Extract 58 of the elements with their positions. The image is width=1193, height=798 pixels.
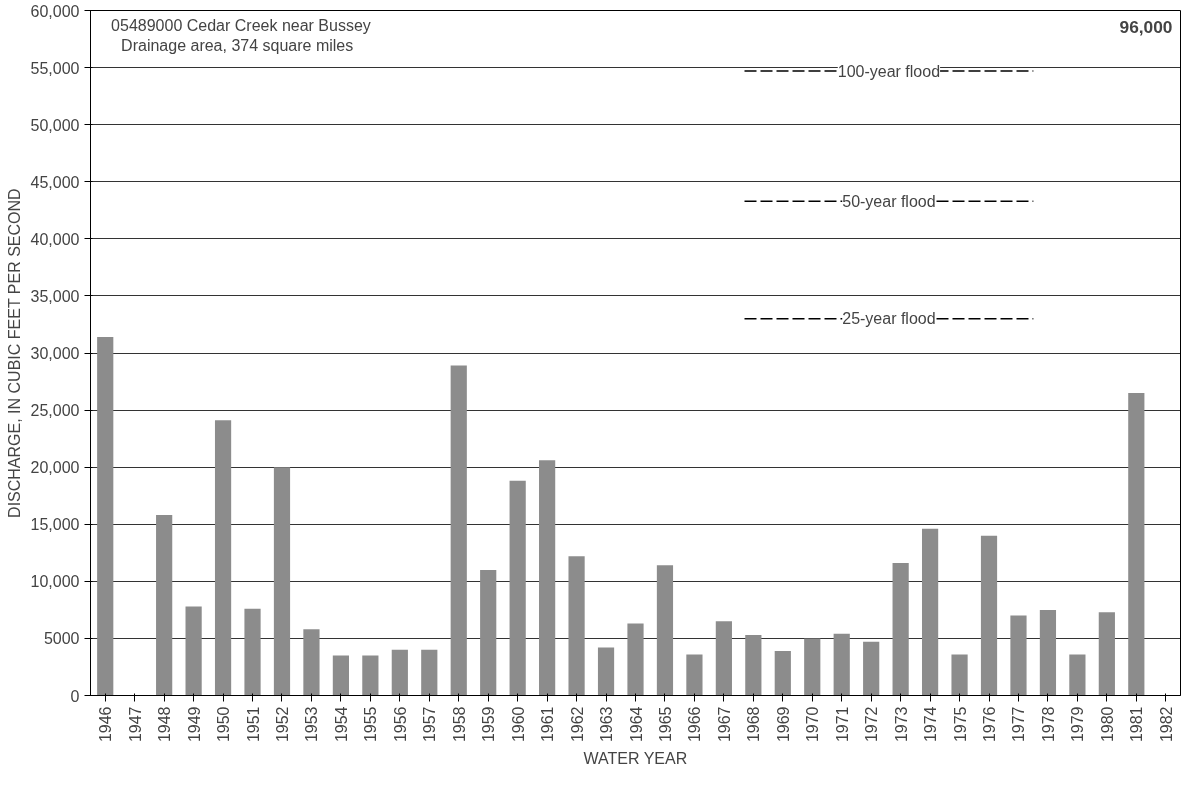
x-tick-label: 1961 bbox=[539, 706, 557, 743]
x-tick-label: 1955 bbox=[362, 706, 380, 743]
x-tick-label: 1950 bbox=[215, 706, 233, 743]
y-tick-label: 0 bbox=[70, 687, 80, 705]
y-tick-label: 45,000 bbox=[30, 173, 80, 191]
x-tick-label: 1980 bbox=[1098, 706, 1116, 743]
x-tick-label: 1954 bbox=[332, 706, 350, 743]
text: Drainage area, 374 square miles bbox=[121, 36, 354, 54]
x-tick-label: 1967 bbox=[715, 706, 733, 743]
ref-line-label: 100-year flood bbox=[837, 62, 941, 80]
x-tick-label: 1946 bbox=[97, 706, 115, 743]
x-tick-label: 1959 bbox=[480, 706, 498, 743]
x-tick-label: 1966 bbox=[686, 706, 704, 743]
x-tick-label: 1964 bbox=[627, 706, 645, 743]
x-tick-label: 1977 bbox=[1010, 706, 1028, 743]
x-tick-label: 1948 bbox=[156, 706, 174, 743]
x-tick-label: 1982 bbox=[1157, 706, 1175, 743]
x-tick-label: 1969 bbox=[774, 706, 792, 743]
y-tick-label: 55,000 bbox=[30, 59, 80, 77]
x-tick-label: 1962 bbox=[568, 706, 586, 743]
x-tick-label: 1972 bbox=[863, 706, 881, 743]
x-tick-label: 1970 bbox=[804, 706, 822, 743]
y-tick-label: 15,000 bbox=[30, 516, 80, 534]
x-tick-label: 1965 bbox=[656, 706, 674, 743]
x-tick-label: 1956 bbox=[391, 706, 409, 743]
y-tick-label: 30,000 bbox=[30, 345, 80, 362]
y-axis-title: DISCHARGE, IN CUBIC FEET PER SECOND bbox=[5, 188, 23, 518]
x-tick-label: 1957 bbox=[421, 706, 439, 743]
x-tick-label: 1952 bbox=[273, 706, 291, 743]
x-tick-label: 1947 bbox=[126, 706, 144, 743]
ref-line-label: 25-year flood bbox=[842, 310, 936, 328]
x-tick-label: 1971 bbox=[833, 706, 851, 743]
x-tick-label: 1958 bbox=[450, 706, 468, 743]
ref-line-label: 50-year flood bbox=[842, 192, 936, 210]
x-tick-label: 1953 bbox=[303, 706, 321, 743]
y-tick-label: 10,000 bbox=[30, 573, 80, 591]
x-tick-label: 1981 bbox=[1128, 706, 1146, 743]
y-tick-label: 60,000 bbox=[30, 2, 80, 20]
y-tick-label: 50,000 bbox=[30, 116, 80, 134]
x-tick-label: 1974 bbox=[922, 706, 940, 743]
y-tick-label: 25,000 bbox=[30, 402, 80, 420]
x-tick-label: 1973 bbox=[892, 706, 910, 743]
x-tick-label: 1975 bbox=[951, 706, 969, 743]
x-tick-label: 1960 bbox=[509, 706, 527, 743]
x-tick-label: 1951 bbox=[244, 706, 262, 743]
x-tick-label: 1976 bbox=[981, 706, 999, 743]
y-tick-label: 5000 bbox=[43, 630, 80, 648]
chart-title: 05489000 Cedar Creek near Bussey bbox=[111, 16, 371, 34]
y-tick-label: 40,000 bbox=[30, 230, 80, 248]
x-tick-label: 1979 bbox=[1069, 706, 1087, 743]
x-tick-label: 1963 bbox=[598, 706, 616, 743]
annotation: 96,000 bbox=[1119, 16, 1173, 37]
y-tick-label: 20,000 bbox=[30, 459, 80, 477]
x-tick-label: 1968 bbox=[745, 706, 763, 743]
y-tick-label: 35,000 bbox=[30, 287, 80, 305]
x-tick-label: 1978 bbox=[1039, 706, 1057, 743]
x-axis-title: WATER YEAR bbox=[583, 750, 688, 768]
x-tick-label: 1949 bbox=[185, 706, 203, 743]
